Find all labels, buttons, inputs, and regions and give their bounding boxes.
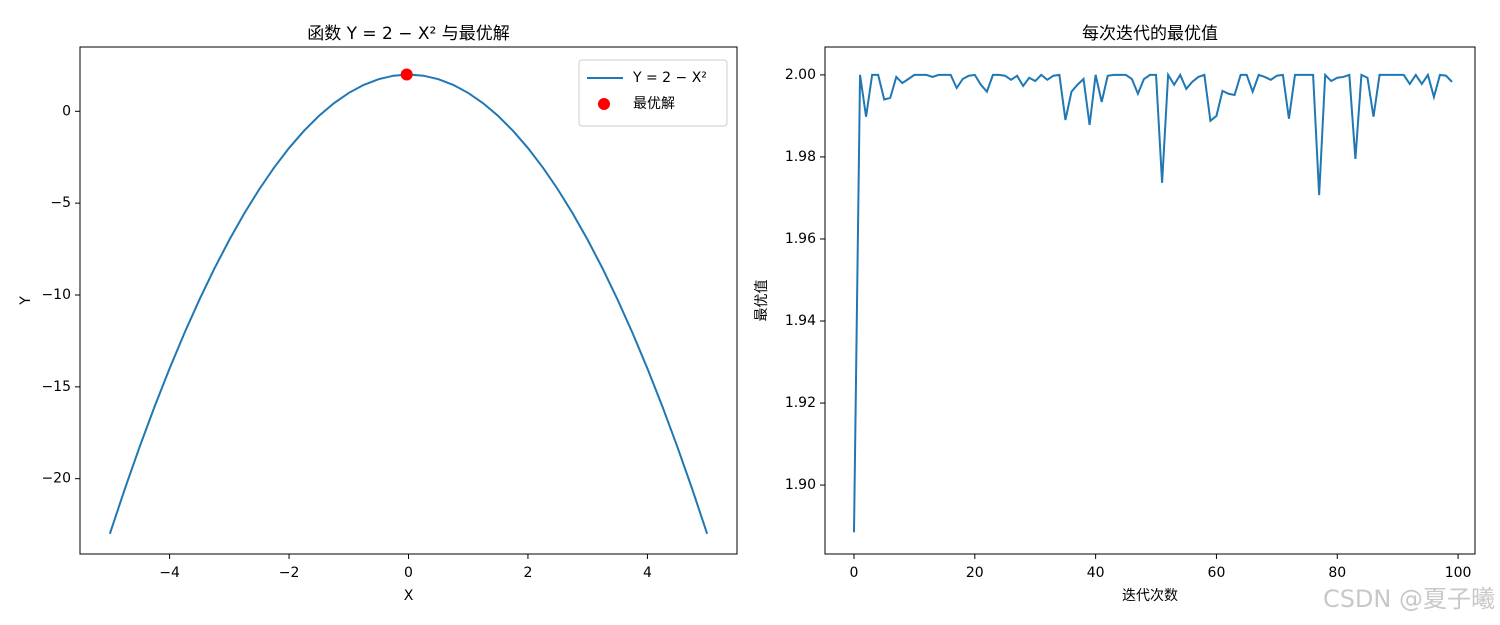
x-tick-label: 4 [643, 565, 652, 581]
y-axis-label: Y [18, 296, 34, 306]
y-tick-label: −10 [41, 287, 71, 303]
x-tick-label: −2 [279, 565, 300, 581]
line-series [108, 73, 709, 535]
y-tick-label: 1.96 [785, 231, 816, 247]
watermark: CSDN @夏子曦 [1323, 585, 1495, 613]
x-axis-label: X [404, 588, 414, 604]
scatter-point [400, 68, 413, 81]
legend-box [578, 59, 728, 127]
x-tick-label: 80 [1328, 565, 1346, 581]
y-tick-label: 0 [62, 103, 71, 119]
x-tick-label: 100 [1445, 565, 1472, 581]
line-series [852, 71, 1453, 533]
legend-label: 最优解 [633, 96, 675, 112]
x-tick-label: 0 [404, 565, 413, 581]
x-tick-label: 0 [850, 565, 859, 581]
y-tick-label: 1.90 [785, 477, 816, 493]
y-tick-label: −15 [41, 379, 71, 395]
x-tick-label: 2 [523, 565, 532, 581]
y-axis-label: 最优值 [754, 280, 770, 322]
chart-title: 每次迭代的最优值 [1082, 24, 1218, 44]
axes-frame [824, 46, 1476, 555]
legend-marker [598, 98, 610, 110]
y-tick-label: −5 [50, 195, 71, 211]
x-tick-label: −4 [159, 565, 180, 581]
x-tick-label: 40 [1087, 565, 1105, 581]
axes-frame [79, 46, 738, 555]
legend-label: Y = 2 − X² [632, 70, 707, 86]
y-tick-label: 1.98 [785, 149, 816, 165]
y-tick-label: 1.94 [785, 313, 816, 329]
x-axis-label: 迭代次数 [1122, 588, 1178, 604]
x-tick-label: 60 [1208, 565, 1226, 581]
chart-title: 函数 Y = 2 − X² 与最优解 [307, 24, 510, 44]
y-tick-label: 2.00 [785, 67, 816, 83]
x-tick-label: 20 [966, 565, 984, 581]
y-tick-label: −20 [41, 471, 71, 487]
y-tick-label: 1.92 [785, 395, 816, 411]
